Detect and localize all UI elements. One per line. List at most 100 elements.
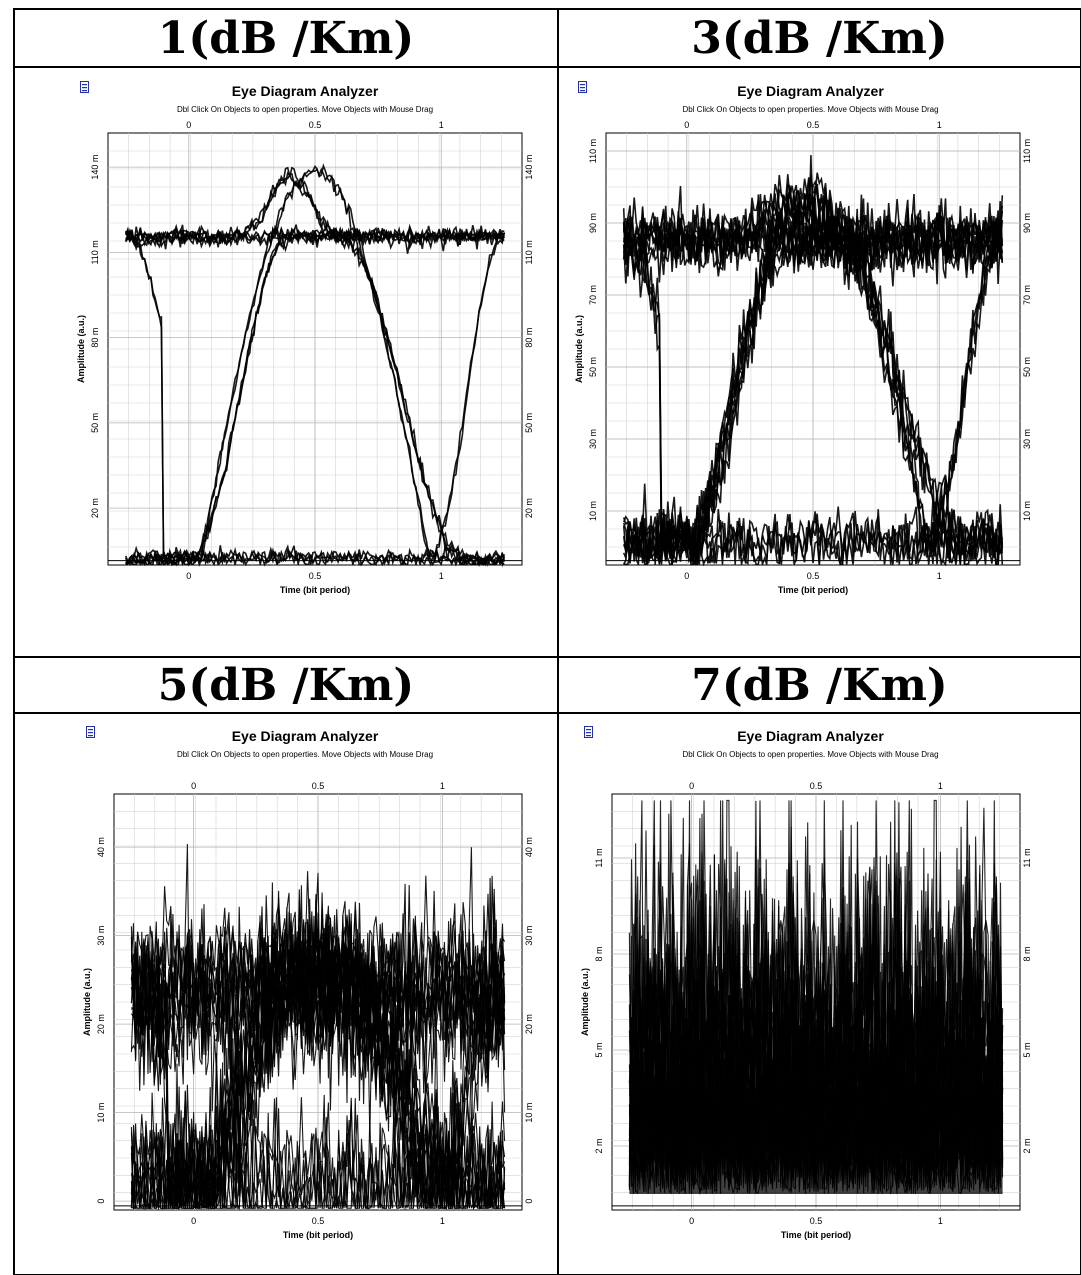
y-tick-label: 80 m [90, 328, 100, 348]
y-tick-label-right: 30 m [524, 926, 534, 946]
x-tick-label: 0.5 [810, 1216, 823, 1226]
eye-diagram-panel-7db[interactable]: Eye Diagram Analyzer Dbl Click On Object… [558, 720, 1063, 1260]
trace [628, 843, 1004, 1195]
y-axis-label: Amplitude (a.u.) [82, 968, 92, 1036]
header-1db: 1(dB /Km) [157, 12, 415, 64]
y-tick-label: 2 m [594, 1138, 604, 1153]
header-7db: 7(dB /Km) [691, 659, 948, 711]
x-tick-label-top: 1 [938, 781, 943, 791]
y-tick-label: 110 m [588, 139, 598, 163]
y-tick-label: 5 m [594, 1042, 604, 1057]
x-tick-label-top: 1 [440, 781, 445, 791]
y-tick-label-right: 80 m [524, 328, 534, 348]
y-axis-label: Amplitude (a.u.) [76, 315, 86, 383]
header-5db: 5(dB /Km) [157, 659, 415, 711]
x-tick-label-top: 1 [937, 120, 942, 130]
x-tick-label: 0 [186, 571, 191, 581]
x-tick-label: 0 [191, 1216, 196, 1226]
eye-plot: 0 0 0.5 0.5 1 1 2 m 2 m 5 m 5 m 8 m 8 m 11 m 11 m Time… [580, 781, 1032, 1240]
chart-title: Eye Diagram Analyzer [231, 83, 379, 99]
x-tick-label-top: 0 [689, 781, 694, 791]
y-tick-label: 110 m [90, 240, 100, 264]
y-tick-label-right: 110 m [524, 240, 534, 264]
y-tick-label-right: 70 m [1022, 285, 1032, 305]
x-tick-label: 1 [937, 571, 942, 581]
x-tick-label: 0.5 [312, 1216, 325, 1226]
y-tick-label: 30 m [588, 429, 598, 449]
trace [130, 888, 506, 1209]
trace [130, 871, 506, 1210]
y-tick-label: 11 m [594, 848, 604, 867]
y-tick-label-right: 20 m [524, 1014, 534, 1034]
chart-title: Eye Diagram Analyzer [737, 83, 884, 99]
y-tick-label-right: 40 m [524, 837, 534, 857]
y-tick-label-right: 140 m [524, 155, 534, 180]
x-axis-label: Time (bit period) [280, 585, 350, 595]
trace [125, 544, 506, 568]
document-icon[interactable] [80, 81, 89, 93]
trace [622, 155, 1004, 565]
y-tick-label: 50 m [588, 357, 598, 377]
y-tick-label-right: 30 m [1022, 429, 1032, 449]
y-tick-label-right: 50 m [524, 413, 534, 433]
document-icon[interactable] [86, 726, 95, 738]
document-icon[interactable] [584, 726, 593, 738]
chart-title: Eye Diagram Analyzer [737, 728, 884, 744]
y-tick-label-right: 0 [524, 1199, 534, 1204]
grid [108, 133, 522, 565]
x-tick-label-top: 0 [684, 120, 689, 130]
y-tick-label: 0 [96, 1199, 106, 1204]
x-axis-label: Time (bit period) [781, 1230, 851, 1240]
x-axis-label: Time (bit period) [778, 585, 848, 595]
header-3db: 3(dB /Km) [691, 12, 948, 64]
x-tick-label-top: 0.5 [312, 781, 325, 791]
y-tick-label: 50 m [90, 413, 100, 433]
x-tick-label: 0.5 [807, 571, 820, 581]
y-tick-label: 90 m [588, 213, 598, 233]
trace [130, 877, 506, 1091]
trace [125, 225, 505, 567]
x-tick-label-top: 0.5 [807, 120, 820, 130]
y-axis-label: Amplitude (a.u.) [574, 315, 584, 383]
y-tick-label: 20 m [96, 1014, 106, 1034]
eye-traces [628, 799, 1004, 1196]
chart-subtitle: Dbl Click On Objects to open properties.… [682, 750, 939, 759]
x-tick-label-top: 1 [439, 120, 444, 130]
chart-subtitle: Dbl Click On Objects to open properties.… [176, 105, 434, 114]
eye-diagram-panel-1db[interactable]: Eye Diagram Analyzer Dbl Click On Object… [60, 75, 550, 615]
noise-band [629, 1088, 1003, 1194]
y-tick-label-right: 90 m [1022, 213, 1032, 233]
chart-subtitle: Dbl Click On Objects to open properties.… [682, 105, 939, 114]
x-tick-label: 1 [938, 1216, 943, 1226]
trace [130, 927, 506, 1211]
x-axis-label: Time (bit period) [283, 1230, 353, 1240]
document-icon[interactable] [578, 81, 587, 93]
eye-traces [622, 155, 1004, 567]
y-tick-label: 10 m [588, 501, 598, 521]
y-tick-label-right: 10 m [524, 1103, 534, 1123]
x-tick-label-top: 0 [191, 781, 196, 791]
eye-plot: 0 0 0.5 0.5 1 1 0 0 10 m 10 m 20 m 20 m 30 m 30 m 40 m… [82, 781, 534, 1240]
trace [622, 193, 1004, 565]
y-tick-label-right: 110 m [1022, 139, 1032, 163]
y-tick-label-right: 50 m [1022, 357, 1032, 377]
x-tick-label: 0.5 [309, 571, 322, 581]
eye-traces [124, 163, 506, 568]
trace [125, 228, 505, 566]
eye-diagram-panel-5db[interactable]: Eye Diagram Analyzer Dbl Click On Object… [60, 720, 550, 1260]
x-tick-label: 1 [440, 1216, 445, 1226]
y-tick-label: 10 m [96, 1103, 106, 1123]
trace [622, 208, 1004, 565]
x-tick-label-top: 0.5 [810, 781, 823, 791]
y-tick-label: 140 m [90, 155, 100, 180]
x-tick-label-top: 0 [186, 120, 191, 130]
y-tick-label: 70 m [588, 285, 598, 305]
y-tick-label: 30 m [96, 926, 106, 946]
eye-diagram-panel-3db[interactable]: Eye Diagram Analyzer Dbl Click On Object… [558, 75, 1063, 615]
trace [622, 189, 1004, 274]
x-tick-label: 0 [689, 1216, 694, 1226]
chart-subtitle: Dbl Click On Objects to open properties.… [176, 750, 434, 759]
y-tick-label: 8 m [594, 946, 604, 961]
